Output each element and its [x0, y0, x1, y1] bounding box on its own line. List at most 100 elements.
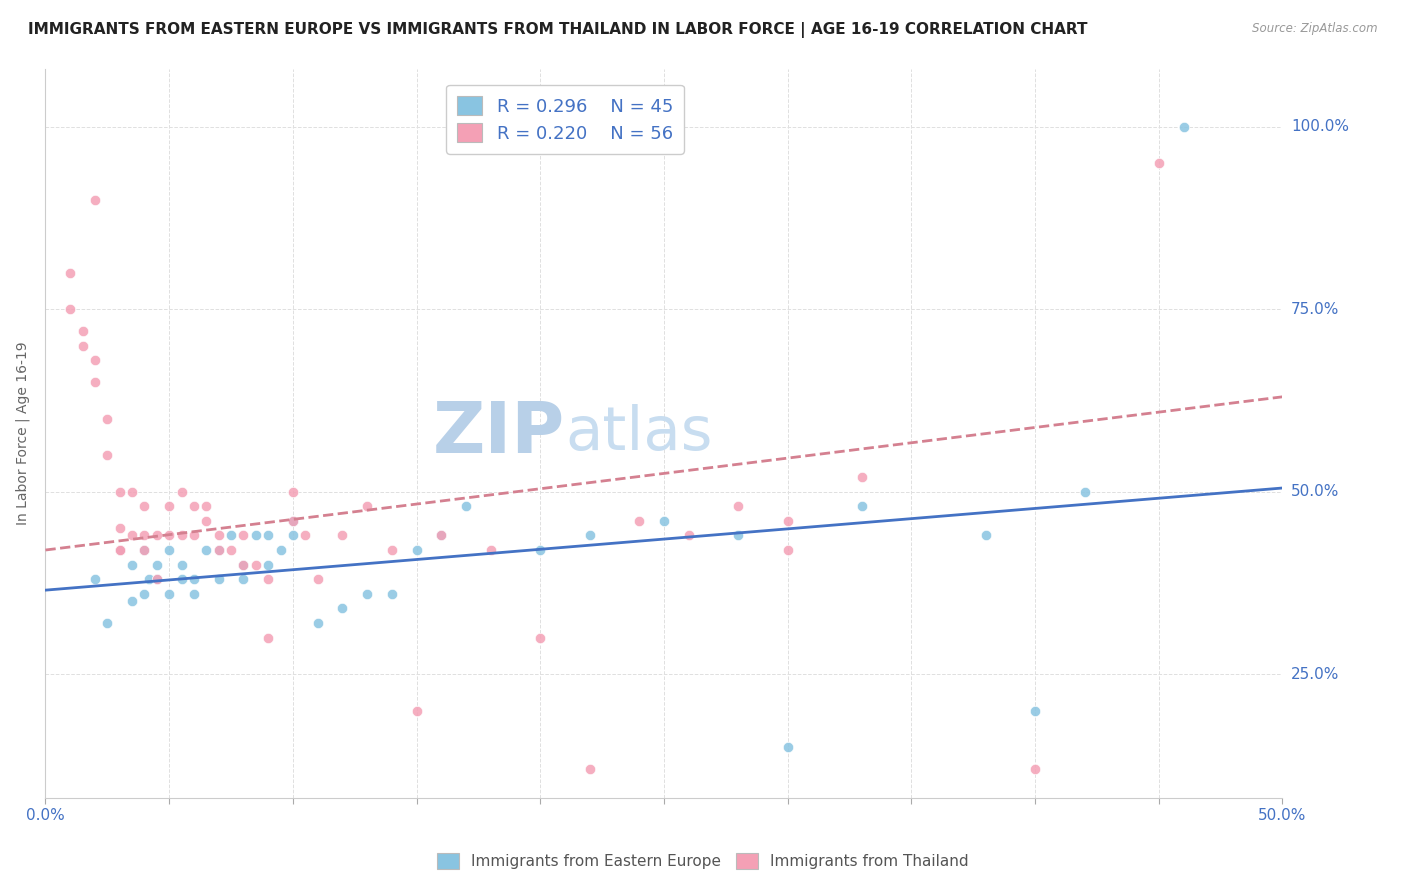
- Point: [257, 572, 280, 586]
- Point: [84, 353, 107, 368]
- Point: [232, 528, 254, 542]
- Point: [219, 528, 242, 542]
- Point: [72, 324, 94, 338]
- Point: [157, 543, 180, 558]
- Point: [727, 528, 749, 542]
- Point: [108, 543, 131, 558]
- Text: IMMIGRANTS FROM EASTERN EUROPE VS IMMIGRANTS FROM THAILAND IN LABOR FORCE | AGE : IMMIGRANTS FROM EASTERN EUROPE VS IMMIGR…: [28, 22, 1088, 38]
- Point: [146, 572, 169, 586]
- Point: [195, 500, 218, 514]
- Point: [84, 193, 107, 207]
- Point: [578, 762, 600, 776]
- Text: ZIP: ZIP: [433, 399, 565, 467]
- Point: [183, 500, 205, 514]
- Text: 75.0%: 75.0%: [1291, 301, 1339, 317]
- Point: [72, 339, 94, 353]
- Point: [356, 587, 378, 601]
- Point: [1073, 484, 1095, 499]
- Point: [146, 572, 169, 586]
- Legend: R = 0.296    N = 45, R = 0.220    N = 56: R = 0.296 N = 45, R = 0.220 N = 56: [446, 85, 683, 153]
- Point: [108, 543, 131, 558]
- Point: [257, 558, 280, 572]
- Point: [121, 528, 143, 542]
- Point: [121, 558, 143, 572]
- Point: [208, 528, 231, 542]
- Point: [146, 558, 169, 572]
- Point: [170, 528, 193, 542]
- Point: [281, 528, 304, 542]
- Point: [281, 484, 304, 499]
- Point: [121, 594, 143, 608]
- Point: [529, 631, 551, 645]
- Point: [195, 543, 218, 558]
- Point: [157, 500, 180, 514]
- Point: [157, 528, 180, 542]
- Point: [776, 543, 799, 558]
- Point: [232, 572, 254, 586]
- Point: [96, 411, 118, 425]
- Point: [678, 528, 700, 542]
- Point: [652, 514, 675, 528]
- Point: [134, 543, 156, 558]
- Point: [183, 587, 205, 601]
- Point: [208, 543, 231, 558]
- Point: [108, 484, 131, 499]
- Point: [170, 572, 193, 586]
- Point: [195, 514, 218, 528]
- Point: [208, 543, 231, 558]
- Point: [776, 514, 799, 528]
- Text: Source: ZipAtlas.com: Source: ZipAtlas.com: [1253, 22, 1378, 36]
- Point: [96, 448, 118, 462]
- Point: [1173, 120, 1195, 134]
- Point: [257, 631, 280, 645]
- Point: [170, 484, 193, 499]
- Point: [84, 376, 107, 390]
- Point: [330, 528, 353, 542]
- Point: [270, 543, 292, 558]
- Point: [170, 558, 193, 572]
- Point: [183, 528, 205, 542]
- Text: 25.0%: 25.0%: [1291, 666, 1339, 681]
- Point: [1147, 156, 1170, 170]
- Point: [381, 543, 404, 558]
- Point: [208, 572, 231, 586]
- Point: [851, 500, 873, 514]
- Point: [257, 528, 280, 542]
- Point: [59, 302, 82, 317]
- Point: [138, 572, 160, 586]
- Point: [232, 558, 254, 572]
- Point: [405, 543, 427, 558]
- Point: [96, 615, 118, 630]
- Point: [776, 739, 799, 754]
- Point: [628, 514, 651, 528]
- Point: [134, 528, 156, 542]
- Point: [430, 528, 453, 542]
- Point: [134, 500, 156, 514]
- Point: [578, 528, 600, 542]
- Point: [1024, 762, 1046, 776]
- Point: [281, 514, 304, 528]
- Text: 100.0%: 100.0%: [1291, 120, 1348, 135]
- Point: [134, 587, 156, 601]
- Point: [134, 543, 156, 558]
- Y-axis label: In Labor Force | Age 16-19: In Labor Force | Age 16-19: [15, 342, 30, 525]
- Legend: Immigrants from Eastern Europe, Immigrants from Thailand: Immigrants from Eastern Europe, Immigran…: [432, 847, 974, 875]
- Point: [84, 572, 107, 586]
- Point: [307, 572, 329, 586]
- Point: [405, 704, 427, 718]
- Point: [356, 500, 378, 514]
- Point: [974, 528, 997, 542]
- Point: [430, 528, 453, 542]
- Point: [219, 543, 242, 558]
- Point: [307, 615, 329, 630]
- Point: [479, 543, 502, 558]
- Point: [108, 543, 131, 558]
- Point: [183, 572, 205, 586]
- Point: [727, 500, 749, 514]
- Point: [529, 543, 551, 558]
- Text: atlas: atlas: [565, 404, 713, 463]
- Point: [232, 558, 254, 572]
- Point: [454, 500, 477, 514]
- Point: [851, 470, 873, 484]
- Point: [330, 601, 353, 615]
